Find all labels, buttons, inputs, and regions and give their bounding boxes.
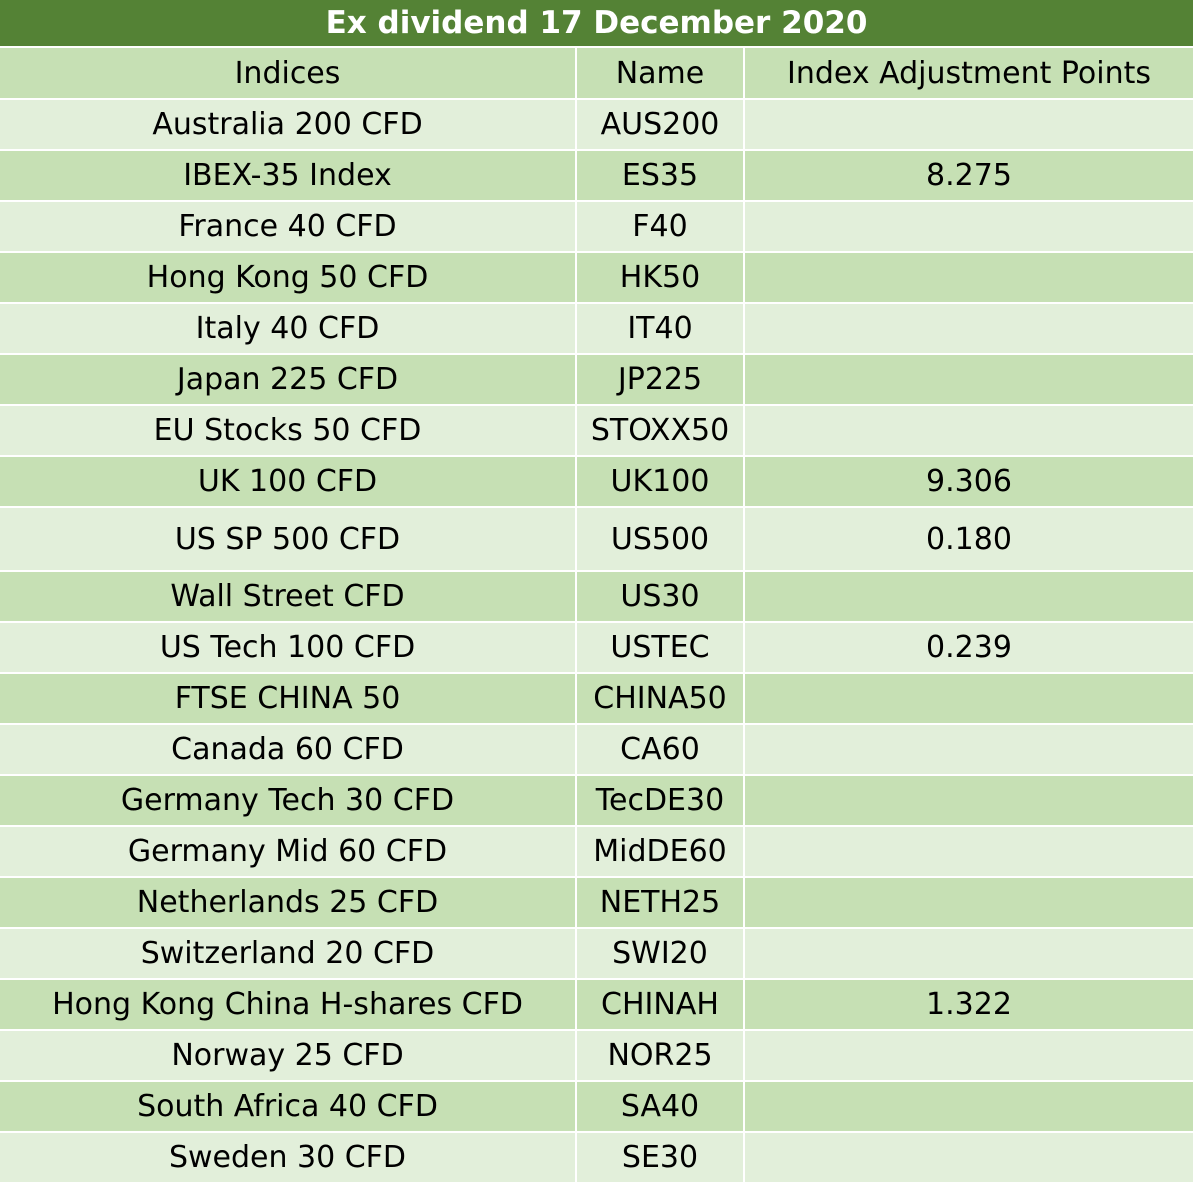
table-row: Japan 225 CFD JP225 [0, 354, 1193, 406]
table-row: Sweden 30 CFD SE30 [0, 1132, 1193, 1184]
symbol-cell: NOR25 [576, 1030, 745, 1082]
table-row: US Tech 100 CFD USTEC 0.239 [0, 622, 1193, 674]
points-cell: 0.239 [744, 622, 1193, 674]
symbol-cell: HK50 [576, 252, 745, 304]
table-row: IBEX-35 Index ES35 8.275 [0, 150, 1193, 202]
header-adjustment-points: Index Adjustment Points [744, 48, 1193, 100]
index-cell: Canada 60 CFD [0, 724, 577, 776]
index-cell: Norway 25 CFD [0, 1030, 577, 1082]
points-cell [744, 1132, 1193, 1184]
index-cell: Japan 225 CFD [0, 354, 577, 406]
points-cell: 8.275 [744, 150, 1193, 202]
symbol-cell: UK100 [576, 456, 745, 508]
points-cell [744, 354, 1193, 406]
table-row: Switzerland 20 CFD SWI20 [0, 928, 1193, 980]
table-row: Norway 25 CFD NOR25 [0, 1030, 1193, 1082]
table-row: EU Stocks 50 CFD STOXX50 [0, 405, 1193, 457]
symbol-cell: CHINAH [576, 979, 745, 1031]
points-cell [744, 201, 1193, 253]
header-row: Indices Name Index Adjustment Points [0, 48, 1193, 100]
points-cell [744, 571, 1193, 623]
points-cell: 9.306 [744, 456, 1193, 508]
points-cell [744, 775, 1193, 827]
symbol-cell: ES35 [576, 150, 745, 202]
index-cell: IBEX-35 Index [0, 150, 577, 202]
index-cell: Australia 200 CFD [0, 99, 577, 151]
symbol-cell: SWI20 [576, 928, 745, 980]
symbol-cell: STOXX50 [576, 405, 745, 457]
index-cell: South Africa 40 CFD [0, 1081, 577, 1133]
symbol-cell: AUS200 [576, 99, 745, 151]
index-cell: Hong Kong 50 CFD [0, 252, 577, 304]
table-row: Canada 60 CFD CA60 [0, 724, 1193, 776]
points-cell [744, 1030, 1193, 1082]
table-row: Italy 40 CFD IT40 [0, 303, 1193, 355]
symbol-cell: SE30 [576, 1132, 745, 1184]
table-row: Australia 200 CFD AUS200 [0, 99, 1193, 151]
table-row: US SP 500 CFD US500 0.180 [0, 507, 1193, 572]
header-indices: Indices [0, 48, 577, 100]
points-cell [744, 826, 1193, 878]
table-row: Hong Kong 50 CFD HK50 [0, 252, 1193, 304]
points-cell [744, 405, 1193, 457]
index-cell: Germany Mid 60 CFD [0, 826, 577, 878]
table-row: Netherlands 25 CFD NETH25 [0, 877, 1193, 929]
symbol-cell: NETH25 [576, 877, 745, 929]
index-cell: Germany Tech 30 CFD [0, 775, 577, 827]
symbol-cell: US500 [576, 507, 745, 572]
table-title: Ex dividend 17 December 2020 [0, 0, 1193, 46]
table-row: South Africa 40 CFD SA40 [0, 1081, 1193, 1133]
index-cell: US SP 500 CFD [0, 507, 577, 572]
dividend-table: Indices Name Index Adjustment Points Aus… [0, 48, 1193, 1184]
index-cell: Wall Street CFD [0, 571, 577, 623]
points-cell [744, 877, 1193, 929]
points-cell: 1.322 [744, 979, 1193, 1031]
points-cell [744, 724, 1193, 776]
index-cell: Italy 40 CFD [0, 303, 577, 355]
points-cell [744, 303, 1193, 355]
symbol-cell: MidDE60 [576, 826, 745, 878]
index-cell: Netherlands 25 CFD [0, 877, 577, 929]
header-name: Name [576, 48, 745, 100]
index-cell: France 40 CFD [0, 201, 577, 253]
table-row: UK 100 CFD UK100 9.306 [0, 456, 1193, 508]
index-cell: EU Stocks 50 CFD [0, 405, 577, 457]
points-cell [744, 252, 1193, 304]
index-cell: US Tech 100 CFD [0, 622, 577, 674]
index-cell: Hong Kong China H-shares CFD [0, 979, 577, 1031]
points-cell [744, 1081, 1193, 1133]
table-row: France 40 CFD F40 [0, 201, 1193, 253]
table-row: Hong Kong China H-shares CFD CHINAH 1.32… [0, 979, 1193, 1031]
symbol-cell: SA40 [576, 1081, 745, 1133]
index-cell: FTSE CHINA 50 [0, 673, 577, 725]
symbol-cell: US30 [576, 571, 745, 623]
symbol-cell: USTEC [576, 622, 745, 674]
symbol-cell: CA60 [576, 724, 745, 776]
index-cell: UK 100 CFD [0, 456, 577, 508]
table-row: Germany Mid 60 CFD MidDE60 [0, 826, 1193, 878]
points-cell [744, 928, 1193, 980]
index-cell: Switzerland 20 CFD [0, 928, 577, 980]
index-cell: Sweden 30 CFD [0, 1132, 577, 1184]
points-cell [744, 673, 1193, 725]
points-cell [744, 99, 1193, 151]
table-row: FTSE CHINA 50 CHINA50 [0, 673, 1193, 725]
symbol-cell: IT40 [576, 303, 745, 355]
symbol-cell: CHINA50 [576, 673, 745, 725]
symbol-cell: JP225 [576, 354, 745, 406]
symbol-cell: TecDE30 [576, 775, 745, 827]
points-cell: 0.180 [744, 507, 1193, 572]
table-row: Germany Tech 30 CFD TecDE30 [0, 775, 1193, 827]
table-row: Wall Street CFD US30 [0, 571, 1193, 623]
symbol-cell: F40 [576, 201, 745, 253]
